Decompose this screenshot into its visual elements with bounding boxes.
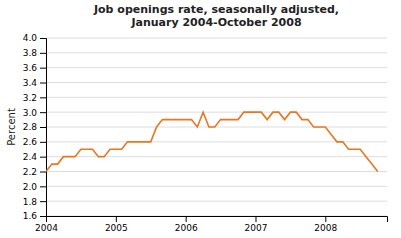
tick-mark — [255, 216, 256, 222]
tick: 3.8 — [23, 48, 46, 58]
tick-mark — [40, 38, 46, 39]
tick: 4.0 — [23, 33, 46, 43]
tick: 2007 — [245, 216, 268, 233]
tick-label: 2005 — [105, 223, 128, 233]
tick-label: 1.8 — [23, 197, 38, 207]
tick-label: 3.2 — [23, 93, 37, 103]
tick-label: 2006 — [175, 223, 198, 233]
tick: 1.8 — [23, 197, 46, 207]
tick-mark — [40, 157, 46, 158]
tick-mark — [40, 172, 46, 173]
tick: 3.0 — [23, 108, 46, 118]
grid-line — [46, 97, 387, 98]
tick: 2.6 — [23, 137, 46, 147]
grid — [46, 38, 387, 216]
tick-label: 3.4 — [23, 78, 38, 88]
grid-line — [46, 127, 387, 128]
tick: 2.0 — [23, 182, 46, 192]
x-axis: 2004 2005 2006 2007 2008 — [35, 216, 387, 233]
tick-label: 2.2 — [23, 167, 37, 177]
tick-mark — [325, 216, 326, 222]
tick-label: 2.4 — [23, 152, 38, 162]
tick-label: 2.6 — [23, 137, 38, 147]
tick-label: 2.0 — [23, 182, 38, 192]
tick-mark — [40, 216, 46, 217]
grid-line — [46, 38, 387, 39]
axis-line — [40, 39, 47, 217]
grid-line — [46, 67, 387, 68]
tick-mark — [40, 186, 46, 187]
grid-line — [46, 171, 387, 172]
tick-label: 2007 — [245, 223, 268, 233]
grid-line — [46, 201, 387, 202]
tick-mark — [40, 53, 46, 54]
tick-label: 3.6 — [23, 63, 38, 73]
chart: 2004 2005 2006 2007 2008 1.6 1.8 2.0 2.2 2.4 2.6 2.… — [0, 0, 401, 238]
tick-label: 3.0 — [23, 108, 38, 118]
tick-label: 1.6 — [23, 211, 38, 221]
tick: 3.4 — [23, 78, 46, 88]
y-axis: 1.6 1.8 2.0 2.2 2.4 2.6 2.8 3.0 3.2 3.4 3.6 3.8 4.0 — [23, 33, 47, 221]
grid-line — [46, 186, 387, 187]
title-line: January 2004-October 2008 — [130, 16, 301, 29]
tick-mark — [186, 216, 187, 222]
y-axis-title: Percent — [6, 108, 17, 146]
tick-label: 3.8 — [23, 48, 38, 58]
tick-label: 4.0 — [23, 33, 38, 43]
tick: 3.6 — [23, 63, 46, 73]
tick: 2004 — [35, 216, 58, 233]
tick: 2008 — [314, 216, 337, 233]
tick-mark — [40, 127, 46, 128]
line — [46, 112, 378, 171]
tick-mark — [40, 83, 46, 84]
tick-mark — [40, 201, 46, 202]
tick-mark — [40, 112, 46, 113]
tick-label: 2.8 — [23, 122, 38, 132]
tick-mark — [116, 216, 117, 222]
tick-mark — [40, 97, 46, 98]
tick: 2.4 — [23, 152, 46, 162]
title-line: Job openings rate, seasonally adjusted, — [93, 3, 339, 16]
tick: 2006 — [175, 216, 198, 233]
tick-mark — [40, 142, 46, 143]
plot: 2004 2005 2006 2007 2008 1.6 1.8 2.0 2.2 2.4 2.6 2.… — [23, 33, 388, 233]
tick-label: 2004 — [35, 223, 58, 233]
tick: 1.6 — [23, 211, 46, 221]
grid-line — [46, 82, 387, 83]
tick-label: 2008 — [314, 223, 337, 233]
marks — [46, 112, 378, 171]
tick: 2005 — [105, 216, 128, 233]
tick: 3.2 — [23, 93, 46, 103]
tick-mark — [40, 68, 46, 69]
tick: 2.2 — [23, 167, 46, 177]
tick: 2.8 — [23, 122, 46, 132]
grid-line — [46, 112, 387, 113]
axis-line — [47, 217, 388, 223]
title: Job openings rate, seasonally adjusted,J… — [93, 3, 339, 29]
grid-line — [46, 52, 387, 53]
